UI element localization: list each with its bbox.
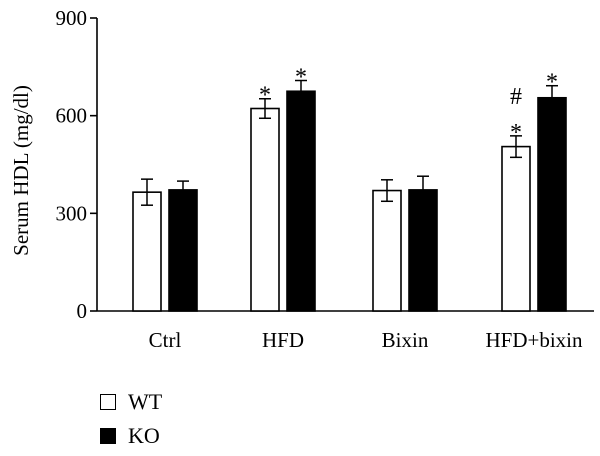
bar — [408, 189, 438, 312]
significance-mark: * — [259, 83, 271, 109]
y-axis-label: Serum HDL (mg/dl) — [9, 85, 33, 256]
legend-swatch-wt — [100, 394, 116, 410]
bar — [132, 191, 162, 312]
legend-item-wt: WT — [100, 388, 162, 416]
legend-swatch-ko — [100, 428, 116, 444]
legend-label-ko: KO — [128, 423, 160, 448]
significance-mark: * — [295, 65, 307, 91]
y-tick-label: 0 — [77, 299, 88, 323]
bar — [286, 90, 316, 312]
legend: WT KO — [100, 388, 162, 456]
bar — [537, 96, 567, 312]
significance-mark: * — [546, 70, 558, 96]
axes: 0 300 600 900 Serum HDL (mg/dl) — [9, 6, 594, 323]
y-tick-label: 600 — [56, 104, 88, 128]
x-tick-label: Bixin — [382, 328, 429, 352]
bar — [168, 189, 198, 312]
bars — [132, 79, 567, 312]
significance-mark: * — [510, 120, 522, 146]
x-tick-label: Ctrl — [149, 328, 182, 352]
y-tick-label: 900 — [56, 6, 88, 30]
bar — [501, 145, 531, 312]
bar — [250, 107, 280, 312]
y-tick-label: 300 — [56, 201, 88, 225]
labels: Ctrl HFD Bixin HFD+bixin * * * # * — [149, 65, 583, 352]
x-tick-label: HFD — [262, 328, 304, 352]
x-tick-label: HFD+bixin — [485, 328, 583, 352]
legend-label-wt: WT — [128, 389, 163, 414]
bar — [372, 189, 402, 312]
legend-item-ko: KO — [100, 422, 162, 450]
significance-mark: # — [510, 84, 522, 110]
